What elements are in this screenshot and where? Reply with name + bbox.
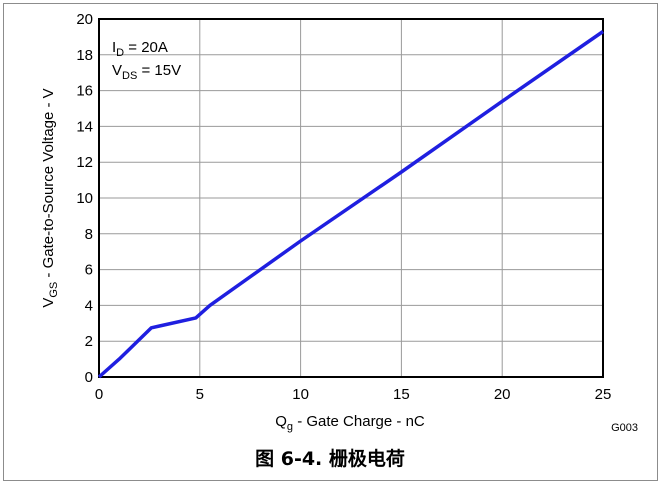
y-tick-label-7: 14 xyxy=(76,118,93,135)
figure-caption: 图 6-4. 栅极电荷 xyxy=(255,447,405,470)
x-axis-label: Qg - Gate Charge - nC xyxy=(275,413,425,433)
grid xyxy=(99,19,603,377)
x-tick-label-4: 20 xyxy=(494,386,511,403)
figure-frame xyxy=(3,3,658,481)
figure-code: G003 xyxy=(611,422,638,434)
y-axis-label: VGS - Gate-to-Source Voltage - V xyxy=(40,88,60,307)
y-axis-ticks: 0 2 4 6 8 10 12 14 16 18 20 xyxy=(76,11,93,386)
y-tick-label-1: 2 xyxy=(85,333,93,350)
y-tick-label-2: 4 xyxy=(85,297,93,314)
x-axis-ticks: 0 5 10 15 20 25 xyxy=(95,386,612,403)
annotation-vds: VDS = 15V xyxy=(112,62,181,82)
y-tick-label-10: 20 xyxy=(76,11,93,28)
x-tick-label-0: 0 xyxy=(95,386,103,403)
y-tick-label-6: 12 xyxy=(76,154,93,171)
x-tick-label-3: 15 xyxy=(393,386,410,403)
y-tick-label-8: 16 xyxy=(76,83,93,100)
series-line-vgs xyxy=(97,30,604,379)
y-tick-label-0: 0 xyxy=(85,369,93,386)
x-tick-label-1: 5 xyxy=(196,386,204,403)
plot-area xyxy=(98,18,604,378)
y-tick-label-5: 10 xyxy=(76,190,93,207)
y-tick-label-3: 6 xyxy=(85,262,93,279)
annotation-id: ID = 20A xyxy=(112,39,168,59)
x-tick-label-2: 10 xyxy=(292,386,309,403)
y-tick-label-9: 18 xyxy=(76,47,93,64)
x-tick-label-5: 25 xyxy=(595,386,612,403)
y-tick-label-4: 8 xyxy=(85,226,93,243)
